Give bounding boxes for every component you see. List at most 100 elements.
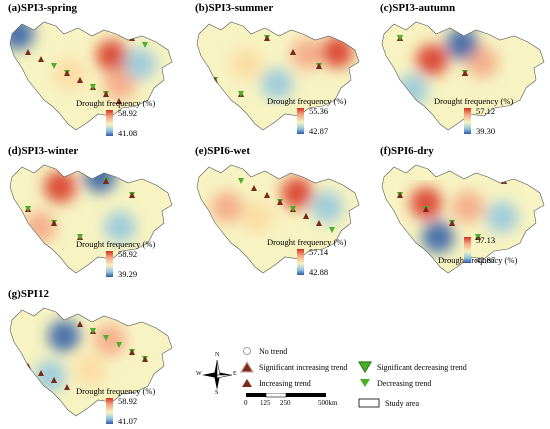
triangle-up-icon (242, 379, 252, 387)
drought-frequency-legend: Drought frequency (%) 58.92 41.07 (76, 386, 186, 428)
study-area-boundary (381, 164, 545, 274)
legend-max: 58.92 (118, 249, 138, 259)
scale-tick-0: 0 (244, 399, 248, 407)
legend-label: No trend (259, 346, 288, 356)
color-ramp (106, 110, 113, 136)
legend-max: 55.36 (309, 106, 329, 116)
drought-map (196, 164, 360, 274)
legend-label: Decreasing trend (377, 378, 432, 388)
legend-min: 39.30 (476, 126, 496, 136)
panel-d: (d)SPI3-winter Drought frequency (%) 58.… (0, 143, 180, 283)
increasing-trend-marker (397, 192, 403, 198)
increasing-trend-marker (64, 384, 70, 390)
panel-b: (b)SPI3-summer Drought frequency (%) 55.… (187, 0, 367, 140)
increasing-trend-marker (129, 192, 135, 198)
drought-map (9, 21, 173, 131)
increasing-trend-marker (303, 213, 309, 219)
drought-frequency-legend: Drought frequency (%) 57.12 39.30 (434, 96, 544, 138)
increasing-trend-marker (264, 35, 270, 41)
legend-label: Significant decreasing trend (377, 362, 467, 372)
legend-min: 41.07 (118, 416, 138, 426)
color-ramp (106, 398, 113, 424)
legend-decreasing: Decreasing trend (358, 377, 431, 389)
frequency-blob (396, 74, 428, 106)
frequency-blob (281, 177, 313, 209)
frequency-blob (311, 191, 343, 223)
legend-no-trend: No trend (240, 345, 287, 357)
study-area-boundary (196, 164, 360, 274)
frequency-blob (96, 40, 128, 72)
frequency-blob (44, 171, 76, 203)
drought-frequency-legend: Drought frequency (%) 55.36 42.87 (267, 96, 377, 138)
triangle-down-icon (360, 379, 370, 387)
frequency-blob (48, 320, 80, 352)
frequency-blob (124, 48, 156, 80)
legend-sig-decreasing: Significant decreasing trend (358, 361, 467, 373)
decreasing-trend-marker (51, 63, 57, 69)
trend-legend: No trend Significant increasing trend In… (240, 345, 550, 415)
frequency-blob (211, 191, 243, 223)
study-area-box-icon (358, 398, 380, 408)
study-area-boundary (9, 164, 173, 274)
frequency-blob (74, 354, 106, 386)
drought-map (9, 307, 173, 417)
color-ramp (464, 108, 471, 134)
increasing-trend-marker (129, 349, 135, 355)
legend-title: Drought frequency (%) (76, 239, 156, 249)
increasing-trend-marker (77, 321, 83, 327)
increasing-trend-marker (251, 185, 257, 191)
decreasing-trend-marker (25, 206, 31, 212)
decreasing-trend-marker (116, 342, 122, 348)
frequency-blob (10, 22, 34, 50)
drought-frequency-legend: Drought frequency (%) (438, 255, 548, 297)
triangle-down-outlined-icon (358, 361, 372, 373)
decreasing-trend-marker (397, 35, 403, 41)
decreasing-trend-marker (238, 178, 244, 184)
scale-tick-500: 500km (318, 399, 338, 407)
increasing-trend-marker (38, 56, 44, 62)
frequency-blob (241, 201, 273, 233)
increasing-trend-marker (64, 70, 70, 76)
legend-sig-increasing: Significant increasing trend (240, 361, 347, 373)
north-arrow: N S W E (196, 352, 238, 396)
legend-max: 57.14 (309, 247, 329, 257)
panel-title: (a)SPI3-spring (8, 2, 78, 14)
drought-frequency-legend: Drought frequency (%) 58.92 41.08 (76, 98, 186, 140)
drought-frequency-legend: Drought frequency (%) 57.14 42.88 (267, 237, 377, 279)
increasing-trend-marker (77, 77, 83, 83)
decreasing-trend-marker (103, 335, 109, 341)
legend-max: 58.92 (118, 396, 138, 406)
study-area-boundary (9, 21, 173, 131)
color-ramp (106, 251, 113, 277)
legend-increasing: Increasing trend (240, 377, 311, 389)
study-area-boundary (9, 307, 173, 417)
compass-w: W (196, 371, 202, 377)
drought-map (381, 21, 545, 131)
increasing-trend-marker (25, 49, 31, 55)
panel-c: (c)SPI3-autumn Drought frequency (%) 57.… (372, 0, 550, 140)
frequency-blob (416, 44, 448, 76)
increasing-trend-marker (423, 206, 429, 212)
decreasing-trend-marker (77, 234, 83, 240)
panel-title: (d)SPI3-winter (8, 145, 79, 157)
panel-f: (f)SPI6-dry Drought frequency (%) 57.13 … (372, 143, 550, 283)
panel-a: (a)SPI3-spring Drought frequency (%) 58.… (0, 0, 180, 140)
color-ramp (297, 249, 304, 275)
scale-tick-250: 250 (280, 399, 291, 407)
legend-title: Drought frequency (%) (76, 386, 156, 396)
compass-icon (202, 359, 233, 390)
decreasing-trend-marker (475, 234, 481, 240)
study-area-fill (10, 22, 172, 130)
scale-bar-graphic (246, 393, 326, 398)
drought-map (381, 164, 545, 274)
frequency-blob (410, 187, 442, 219)
decreasing-trend-marker (238, 91, 244, 97)
frequency-blob (486, 201, 518, 233)
triangle-up-outlined-icon (240, 361, 254, 373)
legend-max: 57.13 (476, 235, 496, 245)
panel-title: (g)SPI12 (8, 288, 49, 300)
panel-title: (b)SPI3-summer (195, 2, 274, 14)
increasing-trend-marker (103, 91, 109, 97)
frequency-blob (446, 28, 478, 60)
compass-s: S (215, 390, 219, 396)
